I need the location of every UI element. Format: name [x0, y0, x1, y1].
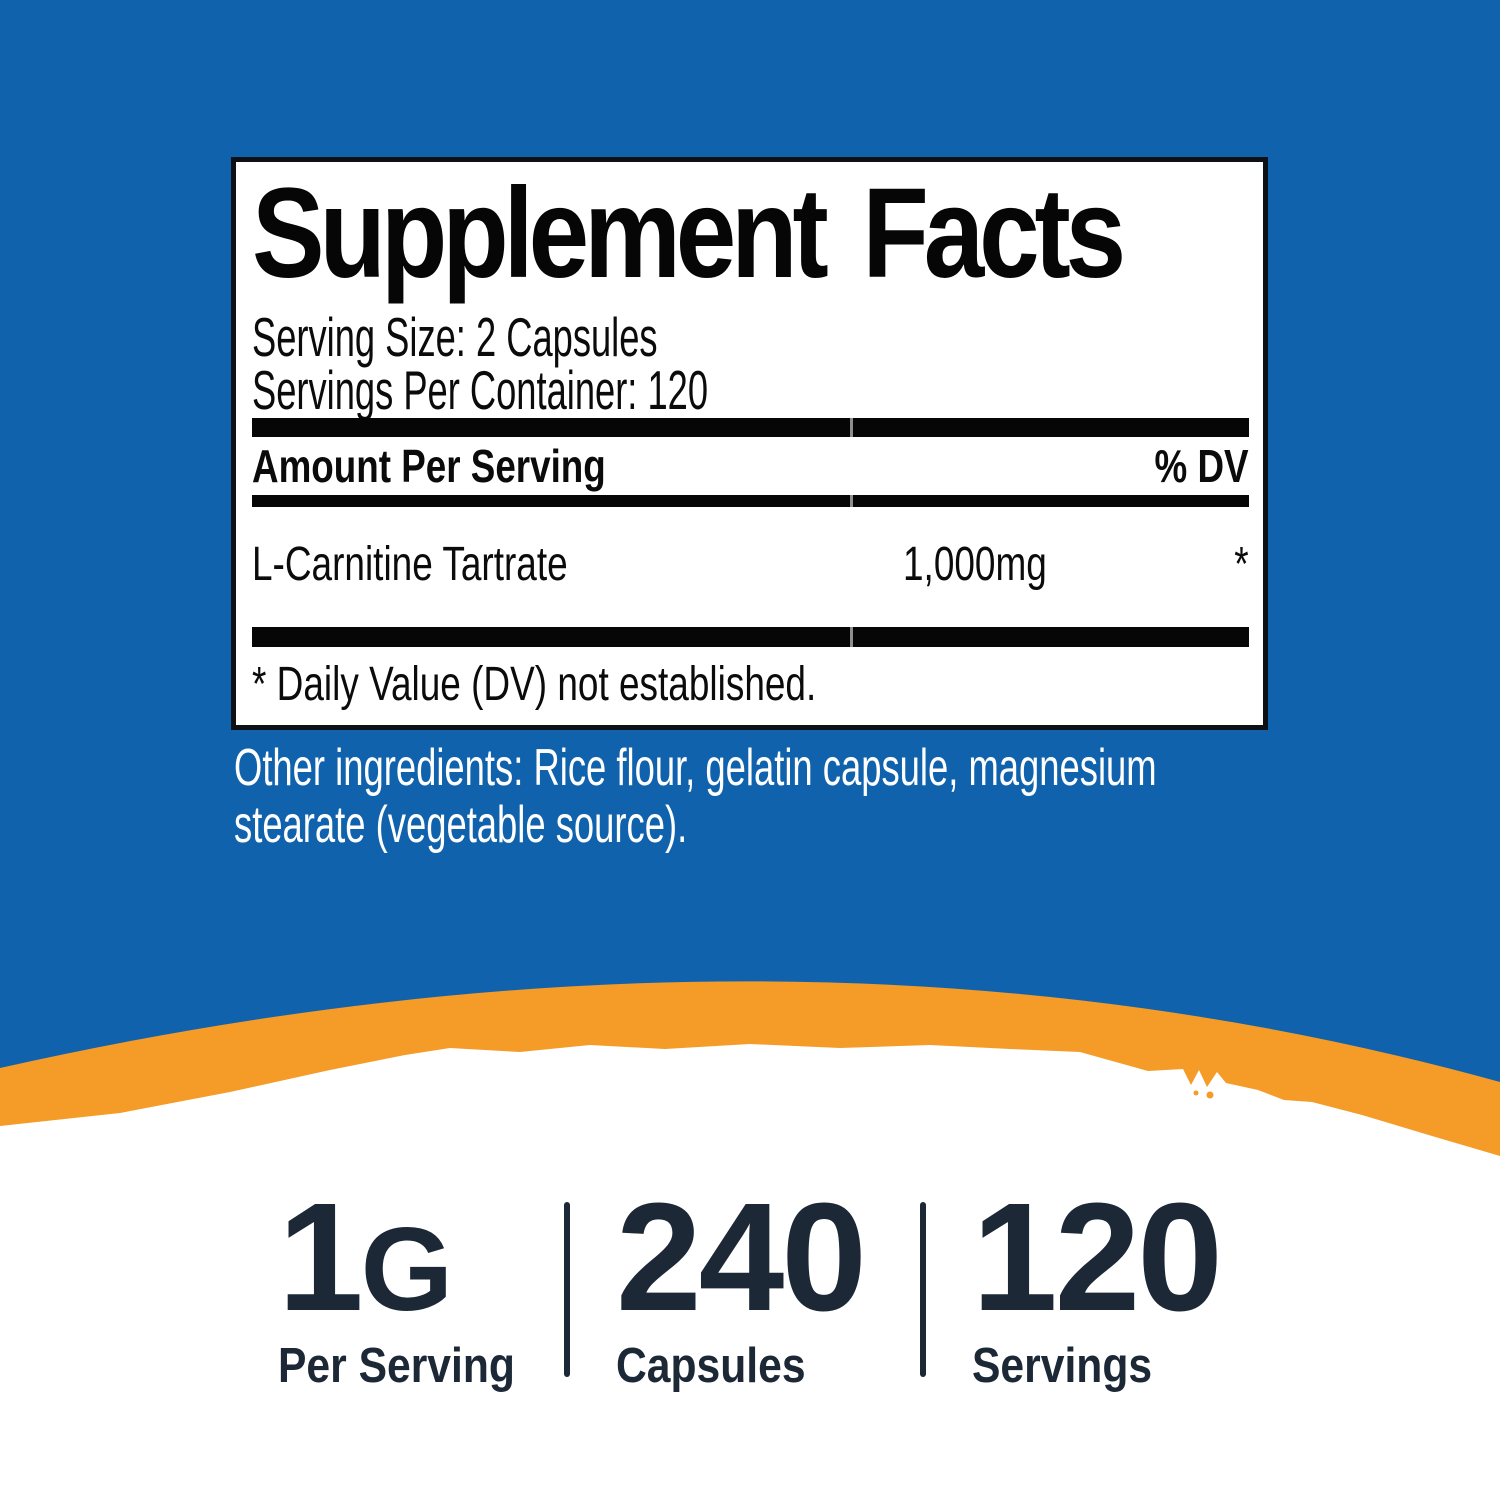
ingredient-row: L-Carnitine Tartrate 1,000mg *: [252, 541, 1249, 589]
dv-footnote: * Daily Value (DV) not established.: [252, 658, 817, 711]
rule-thick-bottom: [252, 627, 1249, 647]
other-ingredients-text: Other ingredients: Rice flour, gelatin c…: [234, 740, 1157, 854]
stat-number: 1: [278, 1171, 364, 1343]
stat-divider: [564, 1202, 570, 1377]
stat-value: 1G: [278, 1180, 518, 1334]
rule-thick-top: [252, 418, 1249, 437]
stat-label: Per Serving: [278, 1339, 515, 1393]
other-ingredients-line: stearate (vegetable source).: [234, 796, 688, 854]
stat-value: 120: [972, 1180, 1223, 1334]
ingredient-dv: *: [1234, 538, 1249, 591]
serving-info: Serving Size: 2 Capsules Servings Per Co…: [252, 306, 709, 421]
stat-value: 240: [616, 1180, 874, 1334]
stat-servings: 120 Servings: [972, 1180, 1223, 1393]
supplement-facts-panel: Supplement Facts Serving Size: 2 Capsule…: [231, 157, 1268, 730]
stat-label: Capsules: [616, 1339, 806, 1393]
other-ingredients-line: Other ingredients: Rice flour, gelatin c…: [234, 739, 1157, 797]
white-foreground: [0, 1044, 1500, 1500]
amount-per-serving-header: Amount Per Serving: [252, 440, 606, 492]
stats-row: 1G Per Serving 240 Capsules 120 Servings: [0, 1180, 1500, 1391]
stat-label: Servings: [972, 1339, 1153, 1393]
ingredient-name: L-Carnitine Tartrate: [252, 538, 568, 591]
stat-number-suffix: G: [360, 1203, 454, 1336]
stat-per-serving: 1G Per Serving: [278, 1180, 518, 1391]
facts-title: Supplement Facts: [252, 162, 1126, 305]
percent-dv-header: % DV: [1154, 440, 1249, 492]
stat-capsules: 240 Capsules: [616, 1180, 874, 1391]
supplement-facts-content: Supplement Facts Serving Size: 2 Capsule…: [252, 162, 1249, 725]
rule-thin: [252, 495, 1249, 507]
ingredient-amount: 1,000mg: [903, 538, 1047, 591]
wave-speck: [1193, 1090, 1199, 1096]
serving-size-line: Serving Size: 2 Capsules: [252, 306, 658, 368]
stat-number: 240: [616, 1171, 867, 1343]
servings-per-container-line: Servings Per Container: 120: [252, 359, 709, 421]
wave-speck: [1206, 1091, 1214, 1099]
stat-number: 120: [972, 1171, 1223, 1343]
facts-header-row: Amount Per Serving % DV: [252, 443, 1249, 489]
stat-divider: [920, 1202, 926, 1377]
